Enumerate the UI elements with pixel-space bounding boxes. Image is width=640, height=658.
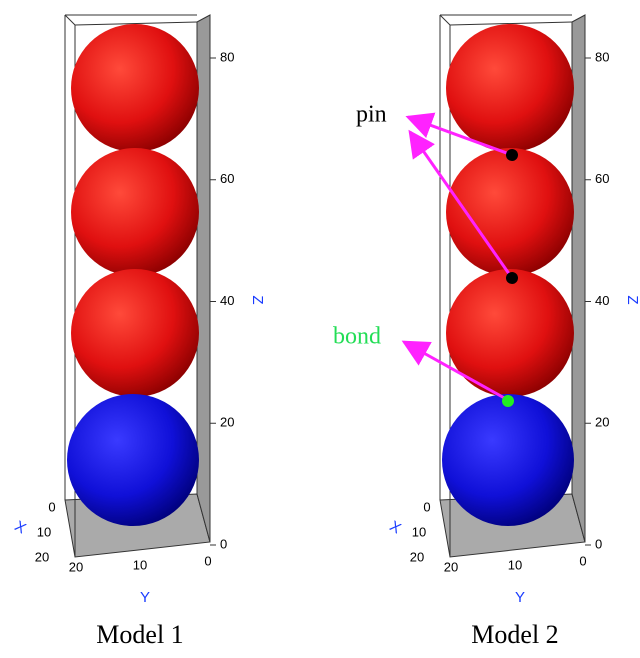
figure: 020406080Z01020X20100YModel 1020406080Z0… (0, 0, 640, 658)
panel: 0 20 40 60 80 Z 0 10 20 X 20 10 0 Y Model 1 (12, 15, 266, 649)
y-tick-label: 20 (444, 559, 458, 574)
y-tick-label: 0 (204, 553, 211, 568)
bond-point (502, 395, 514, 407)
box-edge (440, 15, 450, 25)
x-axis-label: X (387, 518, 404, 538)
box-edge (65, 15, 75, 25)
red-sphere (446, 24, 574, 152)
z-axis-label: Z (249, 295, 266, 304)
z-tick-label: 60 (595, 171, 609, 186)
z-tick-label: 80 (220, 49, 234, 64)
red-sphere (71, 24, 199, 152)
z-tick-label: 60 (220, 171, 234, 186)
x-tick-label: 0 (48, 499, 55, 514)
x-tick-label: 20 (410, 549, 424, 564)
x-tick-label: 10 (37, 524, 51, 539)
y-tick-label: 20 (69, 559, 83, 574)
x-tick-label: 20 (35, 549, 49, 564)
pin-point (506, 272, 518, 284)
y-tick-label: 10 (133, 557, 147, 572)
pin-label: pin (356, 102, 387, 128)
z-tick-label: 0 (220, 536, 227, 551)
y-tick-label: 0 (579, 553, 586, 568)
z-tick-label: 0 (595, 536, 602, 551)
side-wall (572, 15, 585, 542)
y-tick-label: 10 (508, 557, 522, 572)
panel: 0 20 40 60 80 Z 0 10 20 X 20 10 0 Y Model 2 (387, 15, 640, 649)
caption: Model 2 (471, 620, 558, 649)
caption: Model 1 (96, 620, 183, 649)
red-sphere (71, 148, 199, 276)
z-tick-label: 20 (595, 415, 609, 430)
y-axis-label: Y (515, 589, 525, 606)
blue-sphere (442, 394, 574, 526)
blue-sphere (67, 394, 199, 526)
z-axis-label: Z (624, 295, 640, 304)
z-tick-label: 40 (595, 293, 609, 308)
z-tick-label: 80 (595, 49, 609, 64)
side-wall (197, 15, 210, 542)
bond-label: bond (333, 324, 381, 350)
y-axis-label: Y (140, 589, 150, 606)
x-tick-label: 10 (412, 524, 426, 539)
red-sphere (71, 269, 199, 397)
x-axis-label: X (12, 518, 29, 538)
x-tick-label: 0 (423, 499, 430, 514)
pin-point (506, 149, 518, 161)
z-tick-label: 40 (220, 293, 234, 308)
z-tick-label: 20 (220, 415, 234, 430)
